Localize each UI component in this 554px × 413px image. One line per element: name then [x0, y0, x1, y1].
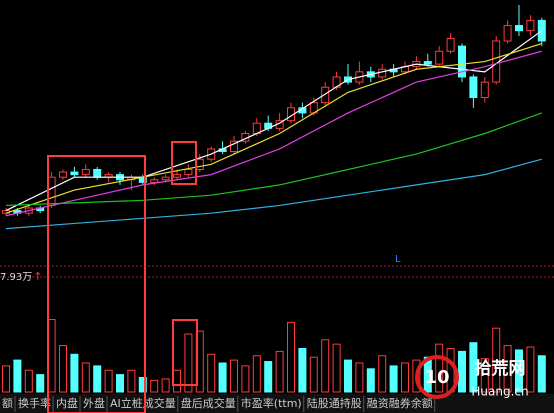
volume-bar [526, 346, 535, 393]
volume-bar [309, 356, 318, 393]
volume-bar [150, 379, 159, 393]
volume-bar [275, 350, 284, 393]
volume-bar [47, 318, 56, 393]
volume-bar [81, 362, 90, 393]
volume-bar [93, 365, 102, 393]
volume-bar [515, 349, 523, 393]
candle-body [321, 86, 330, 104]
volume-bar [389, 365, 398, 393]
candle-body [515, 25, 523, 32]
volume-bar [344, 359, 352, 393]
tab[interactable]: 融资融券余额 [367, 396, 433, 410]
volume-bar [469, 342, 478, 393]
candle-body [81, 168, 90, 176]
candle-body [458, 45, 466, 78]
volume-bar [241, 365, 250, 393]
candle-body [184, 168, 193, 176]
volume-bar [24, 369, 33, 393]
highlight-box [171, 141, 197, 185]
volume-arrow: ↑ [33, 270, 42, 283]
marks [0, 5, 554, 393]
marker-label: L [395, 254, 401, 265]
volume-bar [366, 368, 375, 393]
candle-body [480, 81, 489, 99]
candle-body [93, 168, 102, 178]
volume-bar [161, 378, 170, 393]
volume-bar [230, 359, 238, 393]
volume-bar [13, 359, 22, 393]
candle-body [378, 68, 387, 78]
volume-bar [116, 374, 124, 393]
watermark: 10 拾荒网 Huang.cn [415, 355, 529, 399]
moving-average [5, 42, 542, 214]
volume-tick-label: 7.93万 [0, 272, 32, 283]
candle-body [173, 174, 181, 178]
moving-average [5, 112, 543, 207]
tab[interactable]: AI立桩成交量 [110, 396, 176, 410]
volume-bar [138, 376, 147, 393]
candle-body [150, 179, 159, 183]
tab[interactable]: 换手率 [18, 396, 51, 410]
candle-body [59, 171, 67, 178]
candle-body [161, 176, 170, 181]
volume-bar [2, 365, 10, 393]
volume-bar [127, 369, 136, 393]
volume-bar [332, 343, 341, 393]
tab-bar [0, 394, 554, 413]
watermark-domain: Huang.cn [471, 385, 528, 399]
volume-bar [104, 369, 113, 393]
tab[interactable]: 市盈率(ttm) [241, 396, 302, 410]
candle-body [435, 50, 444, 65]
tab[interactable]: 外盘 [83, 396, 105, 410]
volume-bar [321, 339, 330, 393]
volume-bar [480, 358, 489, 393]
volume-bar [287, 321, 295, 393]
volume-bar [378, 355, 387, 393]
tab[interactable]: 内盘 [56, 396, 78, 410]
moving-average [5, 158, 542, 230]
volume-bar [59, 345, 67, 393]
volume-bar [537, 355, 546, 393]
tabs: 额换手率 内盘 外盘 AI立桩成交量 盘后成交量 市盈率(ttm) 陆股通持股 融资融券余额 [2, 396, 436, 412]
volume-bar [70, 353, 79, 393]
candle-body [70, 171, 79, 176]
volume-bar [218, 362, 227, 393]
highlight-box [172, 319, 198, 386]
tab[interactable]: 盘后成交量 [181, 396, 236, 410]
volume-bar [435, 343, 444, 393]
volume-bar [173, 369, 181, 393]
tab[interactable]: 陆股通持股 [307, 396, 362, 410]
candle-body [446, 37, 455, 52]
volume-bar [184, 333, 193, 393]
highlight-box [47, 155, 146, 413]
candle-body [195, 158, 204, 170]
volume-bar [503, 345, 512, 393]
candle-body [230, 140, 238, 152]
moving-average [5, 30, 543, 212]
watermark-logo [415, 355, 459, 399]
volume-bar [355, 362, 364, 393]
volume-bar [264, 361, 273, 393]
volume-bar [298, 347, 307, 393]
candle-body [469, 76, 478, 99]
tab[interactable]: 额 [2, 397, 13, 410]
watermark-logo-text: 10 [424, 367, 449, 388]
volume-bar [252, 355, 261, 393]
volume-bar [492, 327, 501, 393]
candle-body [526, 19, 535, 32]
volume-bar [401, 362, 409, 393]
volume-bar [458, 350, 466, 393]
candle-body [423, 61, 432, 65]
moving-average [5, 50, 542, 217]
volume-bar [207, 353, 216, 393]
watermark-title: 拾荒网 [475, 358, 526, 379]
candle-body [47, 176, 56, 206]
volume-bar [36, 374, 45, 393]
candle-body [503, 25, 512, 42]
